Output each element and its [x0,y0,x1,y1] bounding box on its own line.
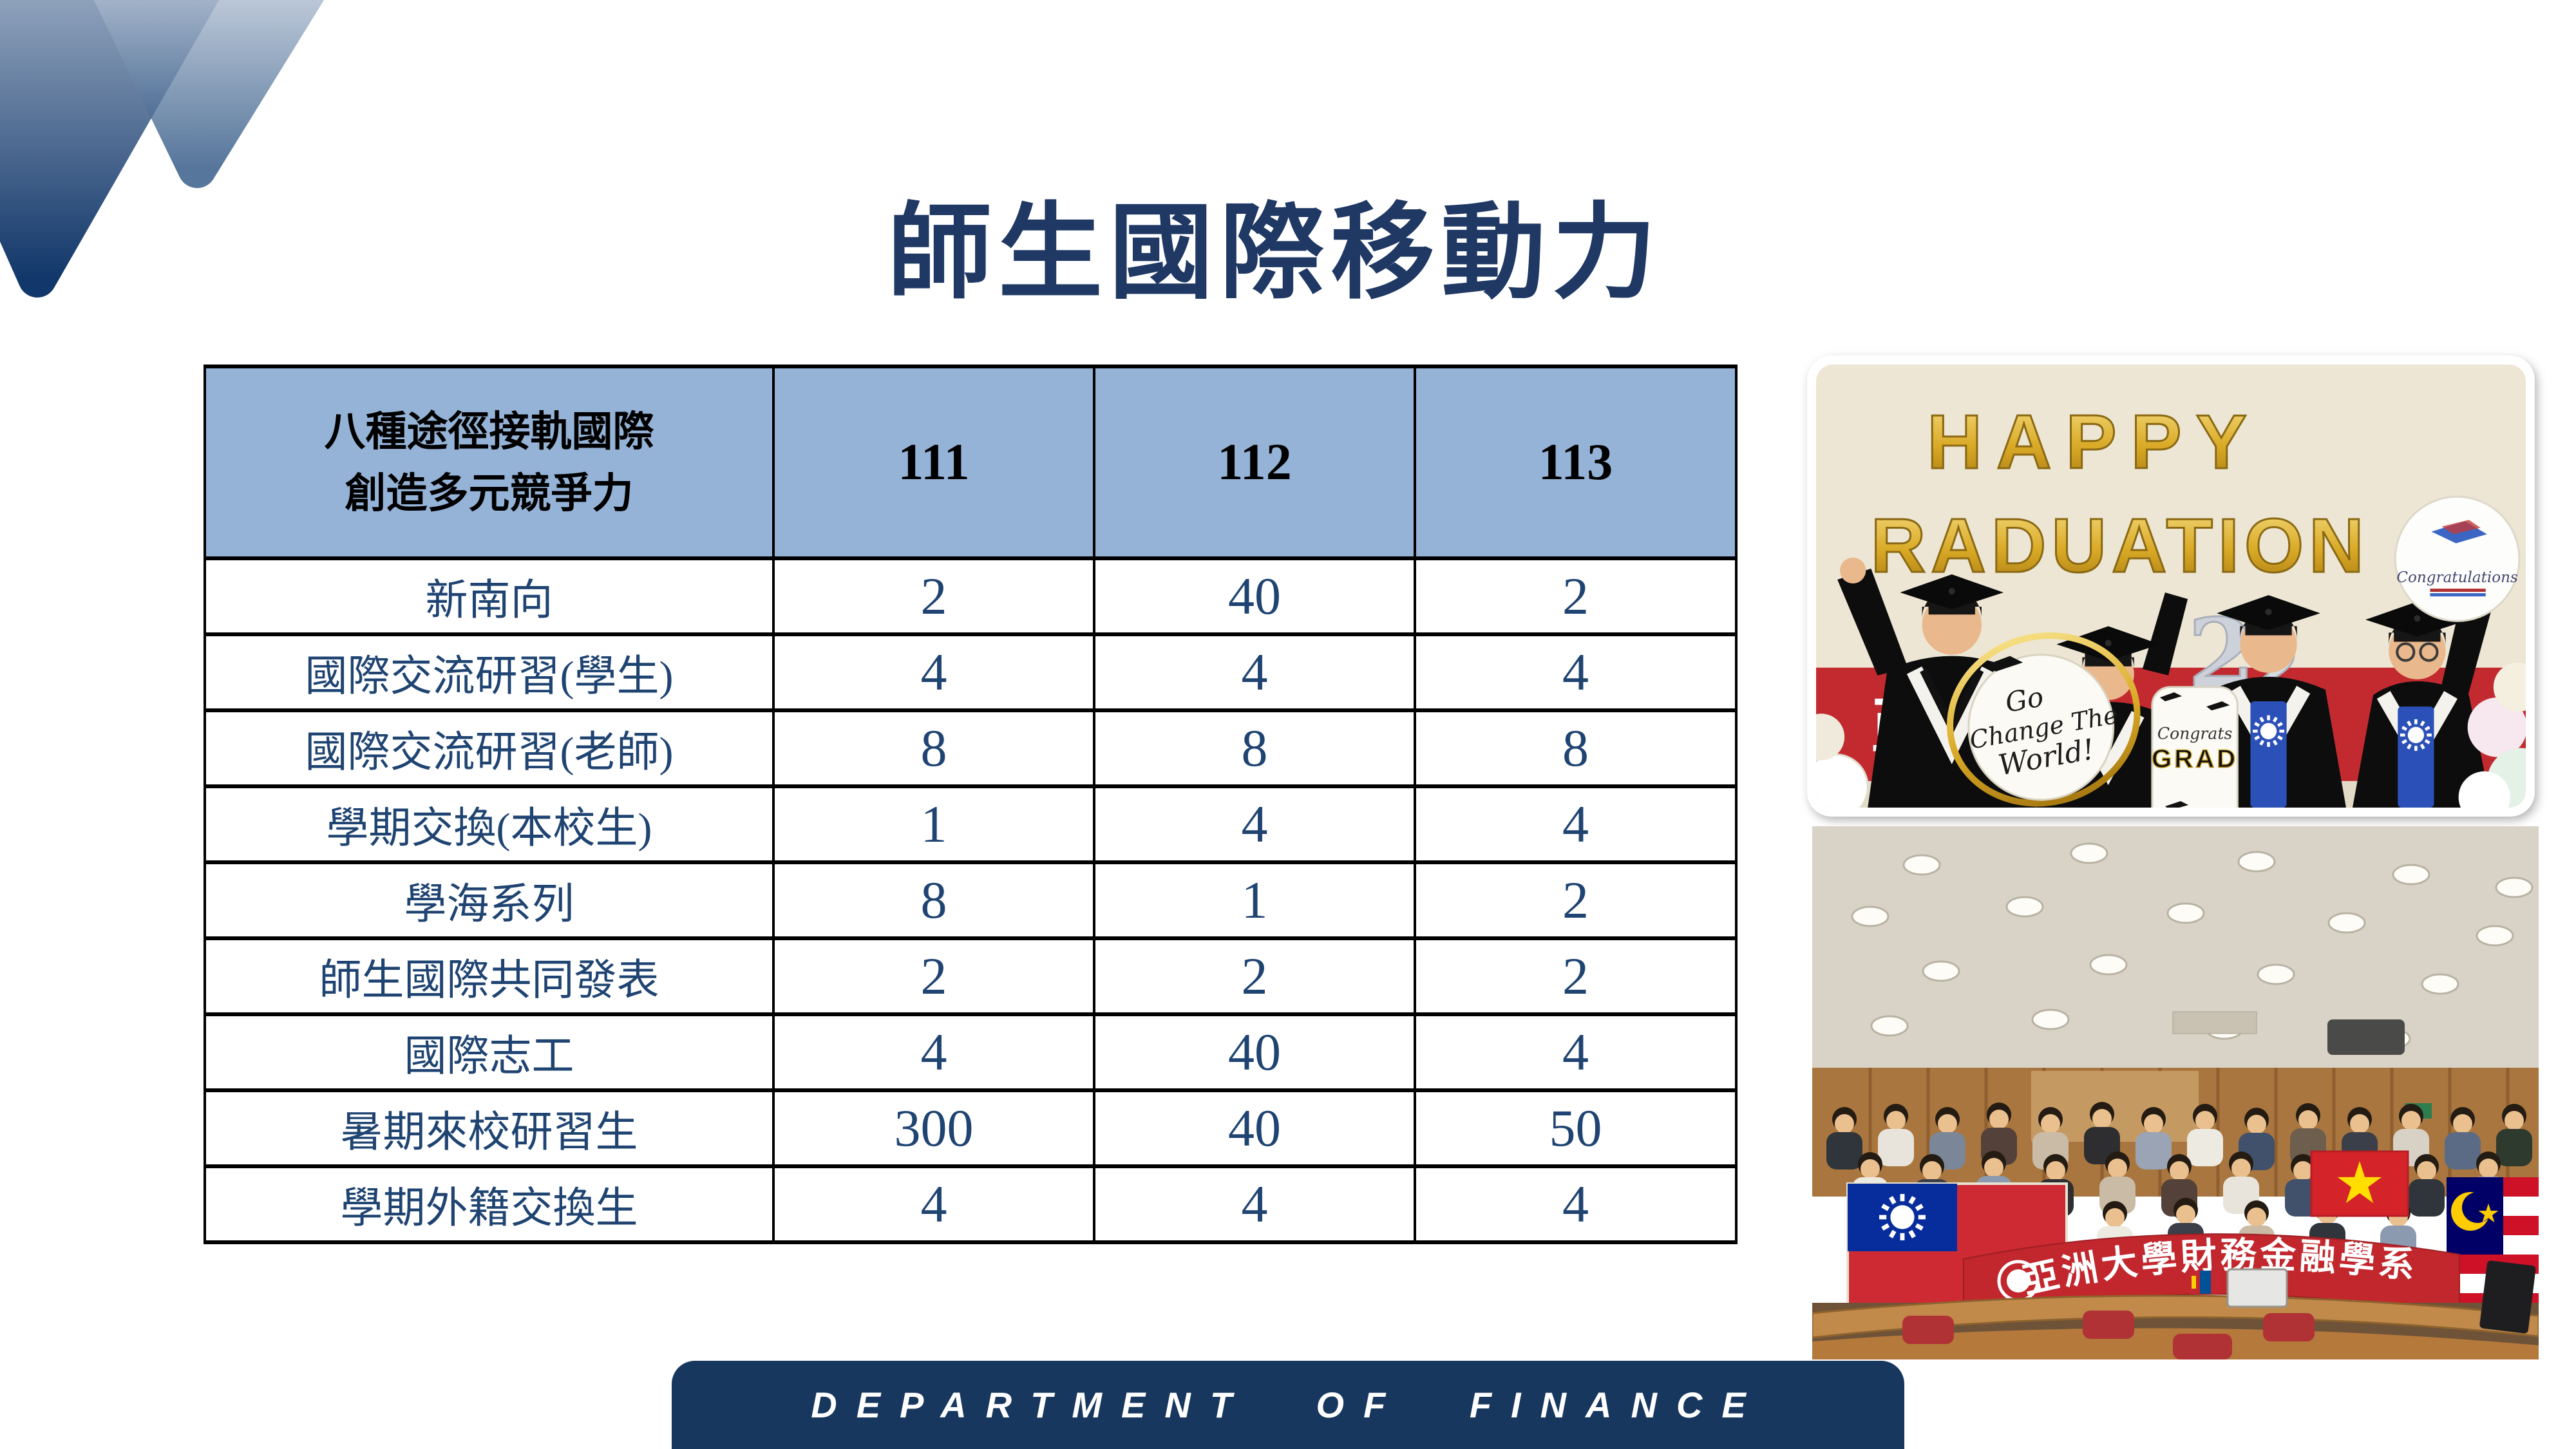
table-row: 新南向 2 40 2 [204,556,1738,636]
balloon-text-line2: RADUATION [1871,504,2369,589]
cell-value: 4 [1414,1012,1738,1092]
year-header-112: 112 [1093,365,1416,560]
monitor [2479,1260,2536,1334]
chevron-right [93,0,325,188]
cell-value: 8 [1414,708,1738,788]
cell-value: 4 [1093,784,1416,864]
cell-value: 2 [772,556,1095,636]
cell-value: 8 [1093,708,1416,788]
malaysia-flag [2447,1177,2539,1312]
cell-value: 2 [1414,860,1738,940]
cell-value: 1 [1093,860,1416,940]
cell-value: 4 [1414,784,1738,864]
cell-value: 40 [1093,1088,1416,1168]
cell-value: 2 [1414,556,1738,636]
corner-chevron-decoration [0,0,325,298]
row-label: 國際志工 [204,1012,775,1092]
row-label: 學海系列 [204,860,775,940]
globe-text-line1: Go [2003,681,2046,719]
year-header-113: 113 [1414,365,1738,560]
balloon-text-line1: HAPPY [1927,400,2260,485]
table-row: 學海系列 8 1 2 [204,860,1738,940]
pillar-small-text: Congrats [2157,724,2233,743]
ceiling-lights [1851,842,2533,1050]
mongolia-flag [2189,1271,2221,1294]
row-label: 暑期來校研習生 [204,1088,775,1168]
row-label: 國際交流研習(學生) [204,632,775,712]
table-row: 國際交流研習(學生) 4 4 4 [204,632,1738,712]
cell-value: 4 [1093,1164,1416,1244]
cell-value: 50 [1414,1088,1738,1168]
footer-bar: DEPARTMENT OF FINANCE [672,1361,1904,1449]
blue-sash [2398,706,2434,808]
cell-value: 4 [772,632,1095,712]
row-label: 師生國際共同發表 [204,936,775,1016]
year-header-111: 111 [772,365,1095,560]
pillar-big-text: GRAD [2152,744,2238,773]
cell-value: 8 [772,860,1095,940]
table-row: 師生國際共同發表 2 2 2 [204,936,1738,1016]
cell-value: 40 [1093,556,1416,636]
congratulations-text: Congratulations [2396,569,2518,586]
gold-balloon-letters: HAPPY RADUATION [1870,399,2369,589]
row-label: 國際交流研習(老師) [204,708,775,788]
table-row: 暑期來校研習生 300 40 50 [204,1088,1738,1168]
mobility-table: 八種途徑接軌國際 創造多元競爭力 111 112 113 新南向 2 40 2 … [204,365,1738,1244]
globe-balloon: Go Change The World! [1947,632,2141,807]
cell-value: 4 [1414,632,1738,712]
classroom-photo: 亞洲大學財務金融學系 [1812,826,2539,1359]
grad-pillar-balloon: Congrats GRAD [2151,686,2239,808]
graduation-photo: HAPPY RADUATION 亞 2 2 [1816,365,2526,808]
cell-value: 4 [772,1164,1095,1244]
vietnam-flag [2310,1150,2409,1217]
row-label: 新南向 [204,556,775,636]
graduation-photo-frame: HAPPY RADUATION 亞 2 2 [1807,355,2535,817]
cell-value: 2 [772,936,1095,1016]
graduate-3 [2191,595,2346,808]
page-title: 師生國際移動力 [887,194,1663,311]
table-header-label: 八種途徑接軌國際 創造多元競爭力 [204,365,775,560]
cell-value: 40 [1093,1012,1416,1092]
cell-value: 2 [1093,936,1416,1016]
header-label-line1: 八種途徑接軌國際 [324,408,654,455]
pastel-balloons [1816,662,2526,808]
row-label: 學期外籍交換生 [204,1164,775,1244]
table-header-row: 八種途徑接軌國際 創造多元競爭力 111 112 113 [204,365,1738,560]
cell-value: 2 [1414,936,1738,1016]
table-row: 國際志工 4 40 4 [204,1012,1738,1092]
footer-label: DEPARTMENT OF FINANCE [811,1385,1765,1425]
cell-value: 8 [772,708,1095,788]
row-label: 學期交換(本校生) [204,784,775,864]
cell-value: 300 [772,1088,1095,1168]
projector [2327,1019,2405,1055]
cell-value: 1 [772,784,1095,864]
table-row: 國際交流研習(老師) 8 8 8 [204,708,1738,788]
laptop [2226,1268,2288,1308]
blue-sash [2250,701,2287,808]
graduate-4 [2353,593,2492,808]
congratulations-balloon: Congratulations [2394,495,2521,622]
header-label-line2: 創造多元競爭力 [345,470,634,516]
air-vent [2172,1011,2257,1034]
cell-value: 4 [1093,632,1416,712]
cell-value: 4 [772,1012,1095,1092]
desks-and-chairs [1812,1260,2539,1359]
table-row: 學期外籍交換生 4 4 4 [204,1164,1738,1244]
table-row: 學期交換(本校生) 1 4 4 [204,784,1738,864]
cell-value: 4 [1414,1164,1738,1244]
